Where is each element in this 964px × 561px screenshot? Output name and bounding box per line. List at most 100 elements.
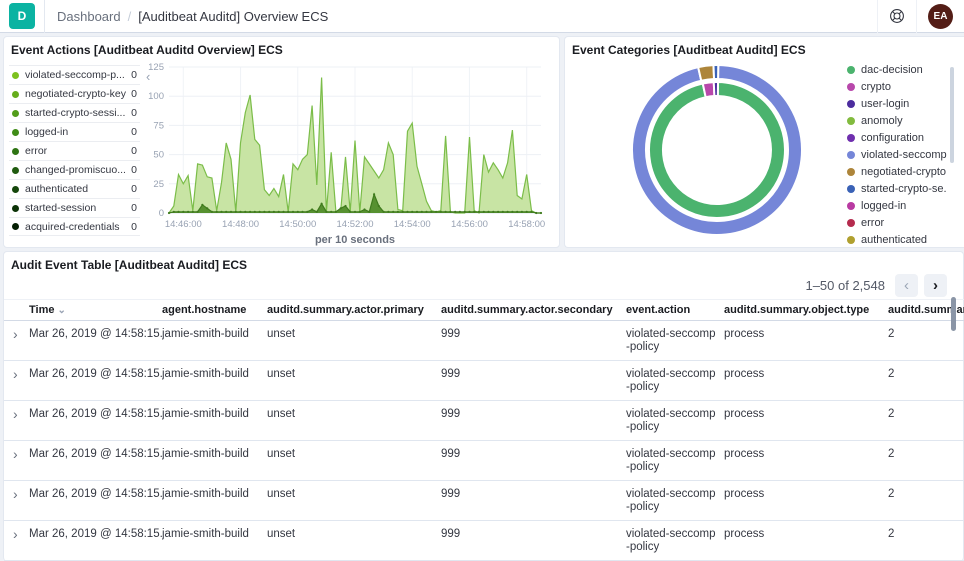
sort-descending-icon: ⌄ — [57, 305, 66, 316]
cell-object_type: process — [724, 408, 765, 420]
legend-label: error — [25, 145, 48, 157]
event-categories-legend-item[interactable]: error — [847, 214, 947, 231]
previous-page-button[interactable]: ‹ — [895, 274, 918, 297]
legend-label: user-login — [861, 97, 910, 110]
cell-actor_primary: unset — [267, 328, 296, 340]
cell-action: violated-seccomp-policy — [626, 328, 716, 353]
audit-table-header-row: Time ⌄ agent.hostname auditd.summary.actor.… — [4, 299, 964, 321]
column-header-summary[interactable]: auditd.summary — [888, 304, 964, 316]
legend-dot — [847, 235, 855, 244]
legend-dot — [12, 90, 19, 98]
event-categories-legend-item[interactable]: dac-decision — [847, 61, 947, 78]
svg-text:100: 100 — [148, 91, 164, 102]
legend-value: 0 — [131, 145, 137, 157]
column-header-time[interactable]: Time ⌄ — [29, 304, 66, 316]
legend-value: 0 — [131, 69, 137, 81]
svg-text:14:52:00: 14:52:00 — [337, 219, 374, 230]
legend-value: 0 — [131, 202, 137, 214]
cell-summary: 2 — [888, 328, 895, 340]
event-actions-legend-item[interactable]: error 0 — [9, 141, 140, 160]
cell-actor_primary: unset — [267, 528, 296, 540]
legend-dot — [12, 147, 19, 155]
legend-dot — [847, 99, 855, 108]
cell-summary: 2 — [888, 368, 895, 380]
row-expand-icon[interactable]: › — [13, 448, 18, 462]
column-header-hostname[interactable]: agent.hostname — [162, 304, 247, 316]
event-categories-legend-item[interactable]: violated-seccomp... — [847, 146, 947, 163]
event-categories-legend-item[interactable]: user-login — [847, 95, 947, 112]
legend-collapse-icon[interactable]: ‹ — [146, 69, 151, 84]
event-categories-legend-item[interactable]: negotiated-crypto... — [847, 163, 947, 180]
event-categories-legend-item[interactable]: started-crypto-se... — [847, 180, 947, 197]
table-row: › Mar 26, 2019 @ 14:58:15.245jamie-smith-… — [4, 401, 964, 441]
page-title: [Auditbeat Auditd] Overview ECS — [138, 8, 329, 24]
dashboard-space-logo[interactable]: D — [9, 3, 35, 29]
cell-object_type: process — [724, 528, 765, 540]
event-actions-legend-item[interactable]: logged-in 0 — [9, 122, 140, 141]
cell-action: violated-seccomp-policy — [626, 408, 716, 433]
cell-actor_primary: unset — [267, 408, 296, 420]
cell-hostname: jamie-smith-build — [162, 528, 249, 540]
event-categories-legend-item[interactable]: logged-in — [847, 197, 947, 214]
legend-label: changed-promiscuo... — [25, 164, 126, 176]
help-icon — [889, 8, 905, 24]
cell-hostname: jamie-smith-build — [162, 448, 249, 460]
cell-actor_secondary: 999 — [441, 448, 461, 460]
column-header-action[interactable]: event.action — [626, 304, 691, 316]
cell-object_type: process — [724, 448, 765, 460]
event-actions-legend-item[interactable]: changed-promiscuo... 0 — [9, 160, 140, 179]
event-actions-legend-item[interactable]: violated-seccomp-p... 0 — [9, 65, 140, 84]
breadcrumb-separator: / — [127, 8, 132, 24]
table-row: › Mar 26, 2019 @ 14:58:15.245jamie-smith-… — [4, 441, 964, 481]
column-header-actor_primary[interactable]: auditd.summary.actor.primary — [267, 304, 424, 316]
cell-time: Mar 26, 2019 @ 14:58:15.245 — [29, 368, 162, 380]
row-expand-icon[interactable]: › — [13, 368, 18, 382]
cell-actor_secondary: 999 — [441, 408, 461, 420]
legend-value: 0 — [131, 183, 137, 195]
event-categories-legend: dac-decision crypto user-login anomoly confi… — [847, 61, 947, 248]
next-page-button[interactable]: › — [924, 274, 947, 297]
legend-value: 0 — [131, 220, 137, 233]
event-actions-legend-item[interactable]: started-session 0 — [9, 198, 140, 217]
legend-scrollbar[interactable] — [950, 67, 954, 163]
row-expand-icon[interactable]: › — [13, 528, 18, 542]
row-expand-icon[interactable]: › — [13, 488, 18, 502]
legend-label: started-crypto-se... — [861, 182, 947, 195]
help-button[interactable] — [877, 0, 916, 33]
table-row: › Mar 26, 2019 @ 14:58:15.245jamie-smith-… — [4, 481, 964, 521]
event-actions-legend-item[interactable]: negotiated-crypto-key 0 — [9, 84, 140, 103]
event-categories-legend-item[interactable]: authenticated — [847, 231, 947, 248]
legend-dot — [847, 201, 855, 210]
svg-text:14:46:00: 14:46:00 — [165, 219, 202, 230]
svg-text:14:48:00: 14:48:00 — [222, 219, 259, 230]
event-categories-legend-item[interactable]: anomoly — [847, 112, 947, 129]
cell-time: Mar 26, 2019 @ 14:58:15.245 — [29, 488, 162, 500]
header-divider — [44, 0, 45, 33]
legend-label: negotiated-crypto-key — [25, 88, 126, 100]
legend-dot — [847, 133, 855, 142]
cell-action: violated-seccomp-policy — [626, 488, 716, 513]
event-categories-legend-item[interactable]: configuration — [847, 129, 947, 146]
legend-dot — [847, 116, 855, 125]
svg-text:14:54:00: 14:54:00 — [394, 219, 431, 230]
event-categories-legend-item[interactable]: crypto — [847, 78, 947, 95]
legend-dot — [847, 184, 855, 193]
table-scrollbar[interactable] — [951, 297, 956, 331]
event-actions-legend-item[interactable]: authenticated 0 — [9, 179, 140, 198]
svg-text:25: 25 — [153, 179, 164, 190]
cell-actor_secondary: 999 — [441, 488, 461, 500]
svg-text:14:58:00: 14:58:00 — [508, 219, 545, 230]
row-expand-icon[interactable]: › — [13, 408, 18, 422]
column-header-object_type[interactable]: auditd.summary.object.type — [724, 304, 870, 316]
user-menu-button[interactable]: EA — [916, 0, 964, 33]
breadcrumb-dashboard[interactable]: Dashboard — [57, 8, 121, 24]
column-header-actor_secondary[interactable]: auditd.summary.actor.secondary — [441, 304, 613, 316]
legend-label: acquired-credentials — [25, 220, 120, 233]
event-categories-panel: Event Categories [Auditbeat Auditd] ECS … — [564, 36, 964, 248]
row-expand-icon[interactable]: › — [13, 328, 18, 342]
event-actions-legend-item[interactable]: started-crypto-sessi... 0 — [9, 103, 140, 122]
cell-time: Mar 26, 2019 @ 14:58:15.245 — [29, 328, 162, 340]
cell-object_type: process — [724, 368, 765, 380]
top-navigation-bar: D Dashboard / [Auditbeat Auditd] Overvie… — [0, 0, 964, 33]
event-actions-legend-item[interactable]: acquired-credentials 0 — [9, 217, 140, 236]
